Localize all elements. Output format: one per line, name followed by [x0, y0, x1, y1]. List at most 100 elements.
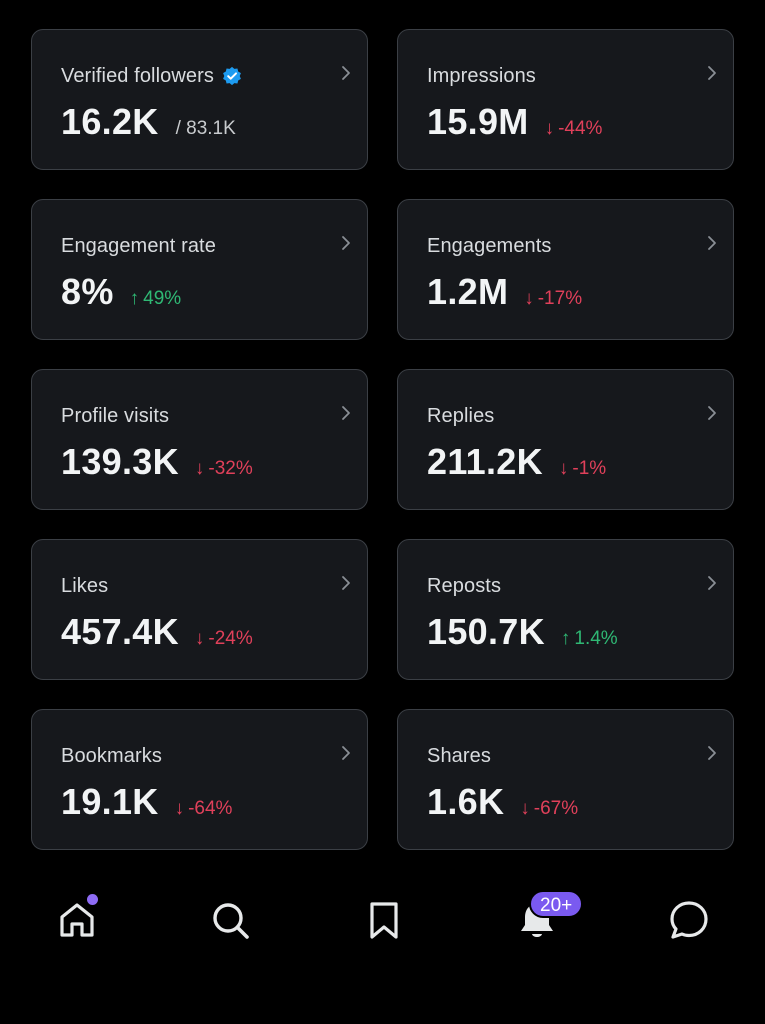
card-engagement-rate[interactable]: Engagement rate 8% ↑ 49%	[31, 199, 368, 340]
card-label-row: Engagements	[427, 233, 733, 259]
metric-delta-value: -44%	[558, 118, 603, 139]
metric-label: Likes	[61, 574, 109, 597]
metric-value: 211.2K	[427, 441, 543, 482]
chevron-right-icon	[342, 406, 350, 420]
metric-delta: ↓ -67%	[520, 798, 578, 820]
metric-delta-value: -1%	[572, 458, 607, 479]
metric-value: 16.2K	[61, 101, 159, 142]
card-value-row: 457.4K ↓ -24%	[61, 611, 367, 653]
card-impressions[interactable]: Impressions 15.9M ↓ -44%	[397, 29, 734, 170]
trend-arrow-icon: ↓	[520, 798, 530, 819]
metric-delta: ↓ -17%	[524, 288, 582, 310]
card-label-row: Engagement rate	[61, 233, 367, 259]
card-value-row: 8% ↑ 49%	[61, 271, 367, 313]
card-value-row: 1.6K ↓ -67%	[427, 781, 733, 823]
metric-label: Replies	[427, 404, 495, 427]
card-label-row: Reposts	[427, 573, 733, 599]
chevron-right-icon	[708, 236, 716, 250]
card-value-row: 1.2M ↓ -17%	[427, 271, 733, 313]
chevron-right-icon	[708, 746, 716, 760]
chevron-right-icon	[708, 406, 716, 420]
chevron-right-icon	[708, 66, 716, 80]
metric-delta: ↓ -44%	[545, 118, 603, 140]
nav-search[interactable]	[208, 898, 252, 942]
messages-icon	[670, 901, 708, 939]
metric-delta: ↑ 1.4%	[561, 628, 618, 650]
card-profile-visits[interactable]: Profile visits 139.3K ↓ -32%	[31, 369, 368, 510]
card-label-row: Profile visits	[61, 403, 367, 429]
nav-bookmarks[interactable]	[362, 898, 406, 942]
card-likes[interactable]: Likes 457.4K ↓ -24%	[31, 539, 368, 680]
metric-label: Reposts	[427, 574, 502, 597]
metric-label: Bookmarks	[61, 744, 162, 767]
chevron-right-icon	[342, 66, 350, 80]
trend-arrow-icon: ↓	[544, 118, 555, 139]
metric-value: 8%	[61, 271, 114, 312]
card-reposts[interactable]: Reposts 150.7K ↑ 1.4%	[397, 539, 734, 680]
home-icon	[60, 903, 94, 937]
metric-delta: ↓ -32%	[195, 458, 253, 480]
metric-label: Profile visits	[61, 404, 170, 427]
trend-arrow-icon: ↓	[524, 288, 534, 309]
metric-value: 457.4K	[61, 611, 179, 652]
trend-arrow-icon: ↑	[560, 628, 571, 649]
trend-arrow-icon: ↓	[558, 458, 569, 479]
metric-value: 19.1K	[61, 781, 159, 822]
trend-arrow-icon: ↓	[194, 628, 205, 649]
trend-arrow-icon: ↓	[174, 798, 185, 819]
trend-arrow-icon: ↓	[194, 458, 205, 479]
metric-value: 15.9M	[427, 101, 529, 142]
metric-total: / 83.1K	[175, 118, 236, 139]
metric-label: Verified followers	[61, 64, 214, 87]
metric-label: Engagements	[427, 234, 552, 257]
metric-delta-value: -17%	[537, 288, 583, 309]
analytics-cards-grid: Verified followers 16.2K / 83.1K Impressio…	[31, 29, 734, 850]
card-value-row: 211.2K ↓ -1%	[427, 441, 733, 483]
metric-delta-value: 1.4%	[574, 628, 618, 649]
bookmark-icon	[370, 902, 398, 939]
card-value-row: 139.3K ↓ -32%	[61, 441, 367, 483]
chevron-right-icon	[342, 576, 350, 590]
metric-delta-value: 49%	[143, 288, 182, 309]
card-label-row: Likes	[61, 573, 367, 599]
chevron-right-icon	[342, 746, 350, 760]
home-new-indicator-dot	[87, 894, 98, 905]
nav-notifications[interactable]: 20+	[515, 890, 584, 942]
metric-value: 139.3K	[61, 441, 179, 482]
metric-delta-value: -67%	[533, 798, 579, 819]
metric-value: 150.7K	[427, 611, 545, 652]
chevron-right-icon	[342, 236, 350, 250]
chevron-right-icon	[708, 576, 716, 590]
bottom-nav-bar: 20+	[0, 868, 765, 968]
search-icon	[213, 903, 249, 939]
card-label-row: Bookmarks	[61, 743, 367, 769]
metric-label: Impressions	[427, 64, 536, 87]
card-bookmarks[interactable]: Bookmarks 19.1K ↓ -64%	[31, 709, 368, 850]
card-value-row: 15.9M ↓ -44%	[427, 101, 733, 143]
card-label-row: Shares	[427, 743, 733, 769]
card-value-row: 19.1K ↓ -64%	[61, 781, 367, 823]
notifications-count-badge: 20+	[529, 890, 584, 918]
card-label-row: Replies	[427, 403, 733, 429]
metric-delta: ↓ -64%	[175, 798, 233, 820]
trend-arrow-icon: ↑	[129, 288, 140, 309]
metric-label: Engagement rate	[61, 234, 216, 257]
card-label-row: Verified followers	[61, 63, 367, 89]
metric-value: 1.2M	[427, 271, 509, 312]
metric-value: 1.6K	[427, 781, 505, 822]
metric-delta-value: -24%	[208, 628, 253, 649]
metric-delta: ↓ -1%	[559, 458, 606, 480]
card-engagements[interactable]: Engagements 1.2M ↓ -17%	[397, 199, 734, 340]
nav-messages[interactable]	[667, 898, 711, 942]
card-replies[interactable]: Replies 211.2K ↓ -1%	[397, 369, 734, 510]
card-label-row: Impressions	[427, 63, 733, 89]
verified-badge-icon	[223, 66, 241, 86]
metric-delta-value: -32%	[208, 458, 253, 479]
nav-home[interactable]	[55, 894, 99, 942]
metric-label: Shares	[427, 744, 491, 767]
card-value-row: 150.7K ↑ 1.4%	[427, 611, 733, 653]
card-value-row: 16.2K / 83.1K	[61, 101, 367, 143]
card-shares[interactable]: Shares 1.6K ↓ -67%	[397, 709, 734, 850]
card-verified-followers[interactable]: Verified followers 16.2K / 83.1K	[31, 29, 368, 170]
metric-delta: ↑ 49%	[130, 288, 182, 310]
